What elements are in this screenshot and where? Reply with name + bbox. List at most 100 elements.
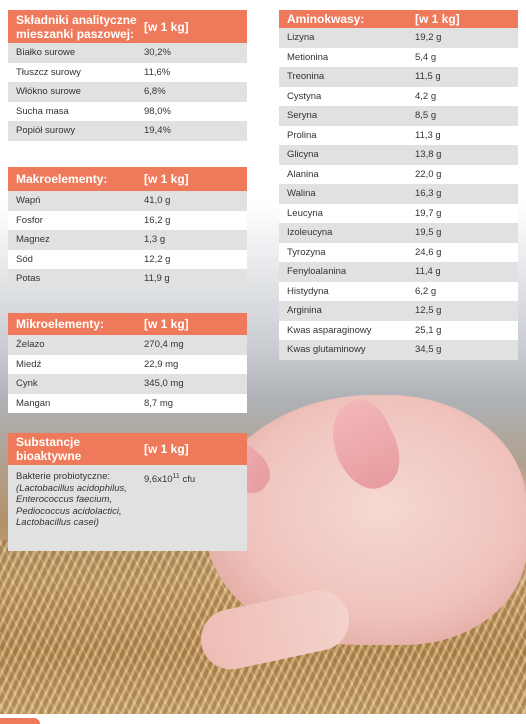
probiotic-species: (Lactobacillus acidophilus, Enterococcus…	[16, 482, 127, 529]
table-row: Izoleucyna 19,5 g	[279, 223, 518, 243]
row-label: Alanina	[287, 168, 319, 180]
row-value: 25,1 g	[415, 324, 442, 336]
row-label: Magnez	[16, 234, 50, 246]
table-row: Kwas glutaminowy 34,5 g	[279, 340, 518, 360]
row-label: Popiół surowy	[16, 125, 76, 137]
micro-header: Mikroelementy: [w 1 kg]	[8, 313, 247, 335]
row-label: Miedź	[16, 358, 42, 370]
macro-header: Makroelementy: [w 1 kg]	[8, 167, 247, 191]
table-row: Treonina 11,5 g	[279, 67, 518, 87]
row-value: 8,5 g	[415, 110, 437, 122]
table-row: Sód 12,2 g	[8, 249, 247, 269]
row-value: 34,5 g	[415, 344, 442, 356]
row-value: 11,9 g	[144, 273, 170, 285]
row-label: Treonina	[287, 71, 325, 83]
table-row: Walina 16,3 g	[279, 184, 518, 204]
amino-header-unit: [w 1 kg]	[415, 12, 460, 26]
probiotic-value-base: 9,6x10	[144, 474, 173, 486]
row-value: 11,3 g	[415, 129, 441, 141]
table-row: Żelazo 270,4 mg	[8, 335, 247, 355]
table-row: Metionina 5,4 g	[279, 47, 518, 67]
footer-strip	[0, 714, 526, 724]
row-value: 98,0%	[144, 105, 171, 117]
row-label: Wapń	[16, 195, 41, 207]
bioactive-header-label: Substancje bioaktywne	[16, 435, 82, 463]
row-label: Histydyna	[287, 285, 329, 297]
row-value: 12,2 g	[144, 253, 171, 265]
amino-acids-table: Aminokwasy: [w 1 kg] Lizyna 19,2 g Metioni…	[279, 10, 518, 360]
amino-header-label: Aminokwasy:	[287, 12, 365, 26]
row-value: 19,4%	[144, 125, 171, 137]
table-row: Wapń 41,0 g	[8, 191, 247, 211]
analytical-header-label: Składniki analityczne mieszanki paszowej…	[16, 12, 137, 41]
table-row: Tyrozyna 24,6 g	[279, 242, 518, 262]
row-value: 11,4 g	[415, 266, 441, 278]
row-value: 6,8%	[144, 86, 166, 98]
row-label: Walina	[287, 188, 316, 200]
row-label: Potas	[16, 273, 41, 285]
bioactive-substances-table: Substancje bioaktywne [w 1 kg] Bakterie …	[8, 433, 247, 551]
probiotic-name-cell: Bakterie probiotyczne: (Lactobacillus ac…	[8, 471, 140, 529]
table-row: Cystyna 4,2 g	[279, 86, 518, 106]
row-label: Włókno surowe	[16, 86, 81, 98]
table-row: Leucyna 19,7 g	[279, 203, 518, 223]
row-label: Mangan	[16, 397, 51, 409]
row-label: Sucha masa	[16, 105, 69, 117]
row-label: Kwas glutaminowy	[287, 344, 366, 356]
table-row: Białko surowe 30,2%	[8, 43, 247, 63]
microelements-table: Mikroelementy: [w 1 kg] Żelazo 270,4 mg Mi…	[8, 313, 247, 413]
bioactive-header-unit: [w 1 kg]	[144, 442, 189, 456]
row-value: 41,0 g	[144, 195, 171, 207]
table-row: Cynk 345,0 mg	[8, 374, 247, 394]
row-label: Glicyna	[287, 149, 319, 161]
probiotic-value: 9,6x1011 cfu	[140, 471, 195, 529]
row-value: 22,0 g	[415, 168, 442, 180]
analytical-rows: Białko surowe 30,2% Tłuszcz surowy 11,6% Włó…	[8, 43, 247, 141]
row-value: 16,3 g	[415, 188, 442, 200]
row-value: 22,9 mg	[144, 358, 179, 370]
row-label: Żelazo	[16, 339, 45, 351]
row-value: 11,5 g	[415, 71, 441, 83]
macro-header-label: Makroelementy:	[16, 172, 108, 186]
row-label: Izoleucyna	[287, 227, 333, 239]
row-value: 345,0 mg	[144, 378, 184, 390]
row-label: Fenyloalanina	[287, 266, 347, 278]
row-value: 13,8 g	[415, 149, 442, 161]
table-row: Tłuszcz surowy 11,6%	[8, 62, 247, 82]
probiotic-value-exponent: 11	[172, 473, 180, 480]
macro-rows: Wapń 41,0 g Fosfor 16,2 g Magnez 1,3 g Sód 12,2…	[8, 191, 247, 289]
table-row: Kwas asparaginowy 25,1 g	[279, 320, 518, 340]
row-value: 270,4 mg	[144, 339, 184, 351]
row-label: Kwas asparaginowy	[287, 324, 372, 336]
row-label: Cynk	[16, 378, 38, 390]
table-row: Miedź 22,9 mg	[8, 354, 247, 374]
table-row: Potas 11,9 g	[8, 269, 247, 289]
row-label: Metionina	[287, 51, 329, 63]
row-value: 8,7 mg	[144, 397, 174, 409]
amino-rows: Lizyna 19,2 g Metionina 5,4 g Treonina 11,5 g…	[279, 28, 518, 360]
row-label: Seryna	[287, 110, 318, 122]
table-row: Lizyna 19,2 g	[279, 28, 518, 48]
table-row: Fenyloalanina 11,4 g	[279, 262, 518, 282]
row-value: 19,2 g	[415, 32, 442, 44]
row-value: 1,3 g	[144, 234, 166, 246]
bioactive-body: Bakterie probiotyczne: (Lactobacillus ac…	[8, 465, 247, 551]
row-label: Lizyna	[287, 32, 315, 44]
row-label: Fosfor	[16, 214, 43, 226]
macroelements-table: Makroelementy: [w 1 kg] Wapń 41,0 g Fosfor…	[8, 167, 247, 289]
table-row: Mangan 8,7 mg	[8, 393, 247, 413]
amino-header: Aminokwasy: [w 1 kg]	[279, 10, 518, 28]
table-row: Glicyna 13,8 g	[279, 145, 518, 165]
row-label: Tyrozyna	[287, 246, 326, 258]
row-value: 19,7 g	[415, 207, 442, 219]
micro-header-unit: [w 1 kg]	[144, 317, 189, 331]
analytical-header: Składniki analityczne mieszanki paszowej…	[8, 10, 247, 43]
analytical-header-unit: [w 1 kg]	[144, 19, 189, 34]
row-value: 5,4 g	[415, 51, 437, 63]
table-row: Sucha masa 98,0%	[8, 101, 247, 121]
row-label: Białko surowe	[16, 47, 76, 59]
row-value: 30,2%	[144, 47, 171, 59]
row-label: Cystyna	[287, 90, 322, 102]
row-value: 16,2 g	[144, 214, 171, 226]
table-row: Histydyna 6,2 g	[279, 281, 518, 301]
